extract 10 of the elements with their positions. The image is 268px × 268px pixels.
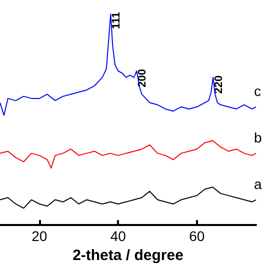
series-label: c	[254, 82, 261, 99]
annotation: 111	[110, 12, 123, 30]
series-label: a	[254, 176, 262, 192]
annotation: 220	[213, 75, 226, 94]
x-axis-title: 2-theta / degree	[72, 247, 184, 264]
series-label: b	[254, 129, 262, 146]
x-tick-label: 40	[110, 228, 126, 244]
annotation: 200	[136, 68, 149, 88]
x-tick-label: 60	[189, 228, 205, 244]
x-tick-label: 20	[32, 228, 48, 244]
